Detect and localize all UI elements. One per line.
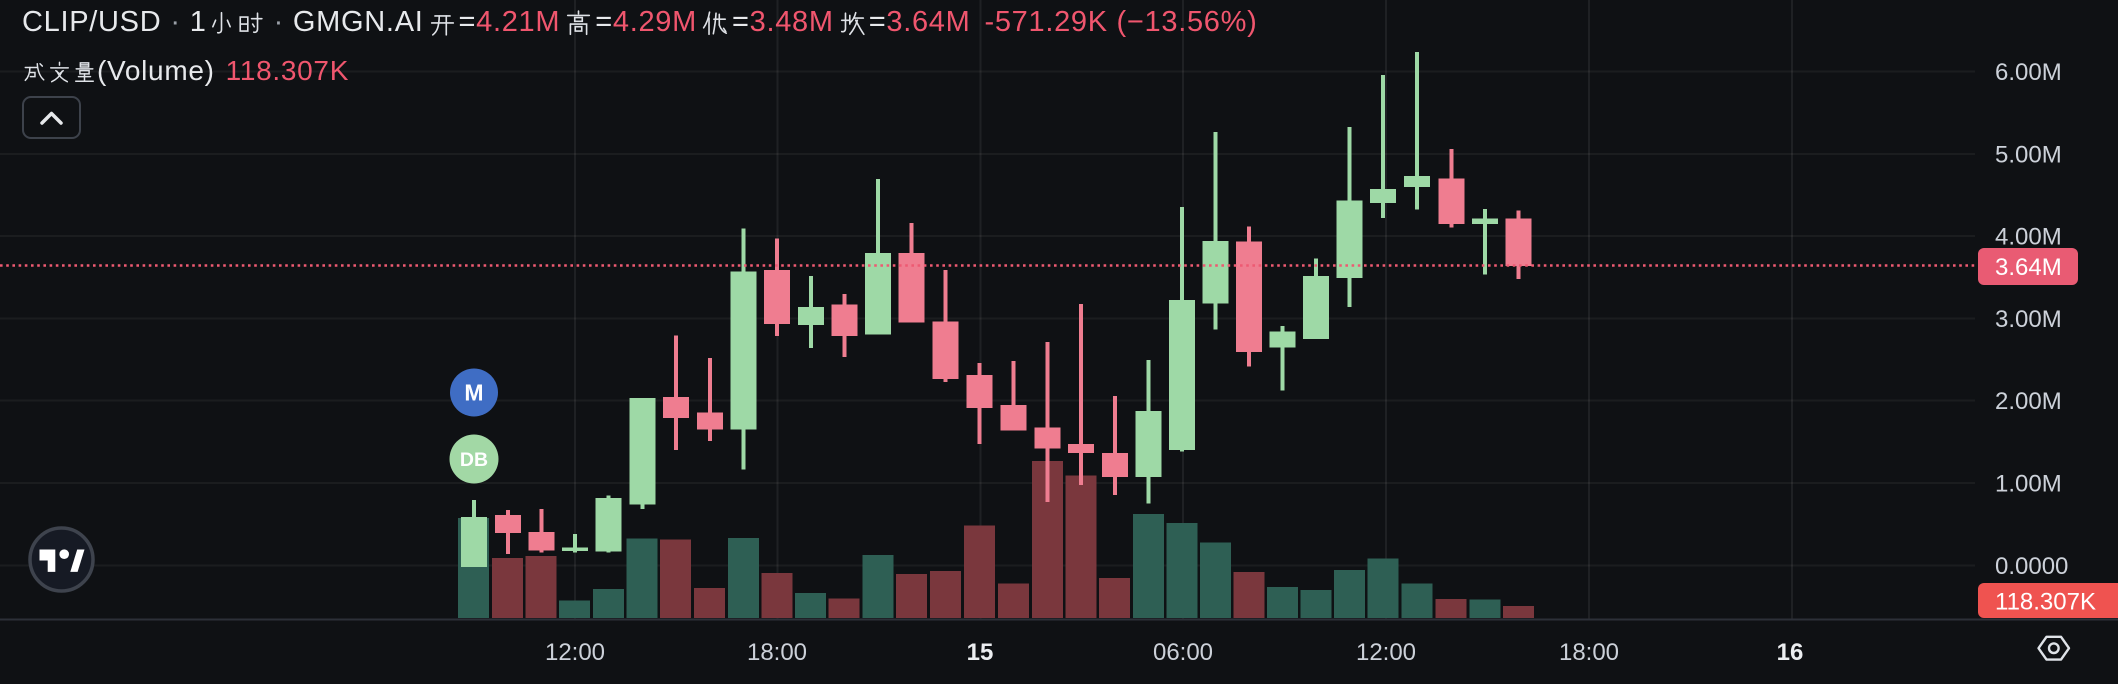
svg-text:3.00M: 3.00M	[1995, 306, 2062, 333]
svg-text:15: 15	[967, 639, 994, 666]
svg-text:3.64M: 3.64M	[1995, 254, 2062, 281]
svg-text:M: M	[464, 380, 483, 406]
svg-text:12:00: 12:00	[545, 639, 605, 666]
svg-text:06:00: 06:00	[1153, 639, 1213, 666]
svg-text:0.0000: 0.0000	[1995, 553, 2068, 580]
svg-text:5.00M: 5.00M	[1995, 142, 2062, 169]
svg-text:2.00M: 2.00M	[1995, 388, 2062, 415]
svg-text:18:00: 18:00	[747, 639, 807, 666]
svg-text:6.00M: 6.00M	[1995, 59, 2062, 86]
svg-text:16: 16	[1777, 639, 1804, 666]
svg-text:18:00: 18:00	[1559, 639, 1619, 666]
svg-text:12:00: 12:00	[1356, 639, 1416, 666]
svg-text:1.00M: 1.00M	[1995, 471, 2062, 498]
svg-text:DB: DB	[460, 449, 488, 471]
svg-text:118.307K: 118.307K	[1995, 589, 2096, 616]
svg-text:4.00M: 4.00M	[1995, 224, 2062, 251]
